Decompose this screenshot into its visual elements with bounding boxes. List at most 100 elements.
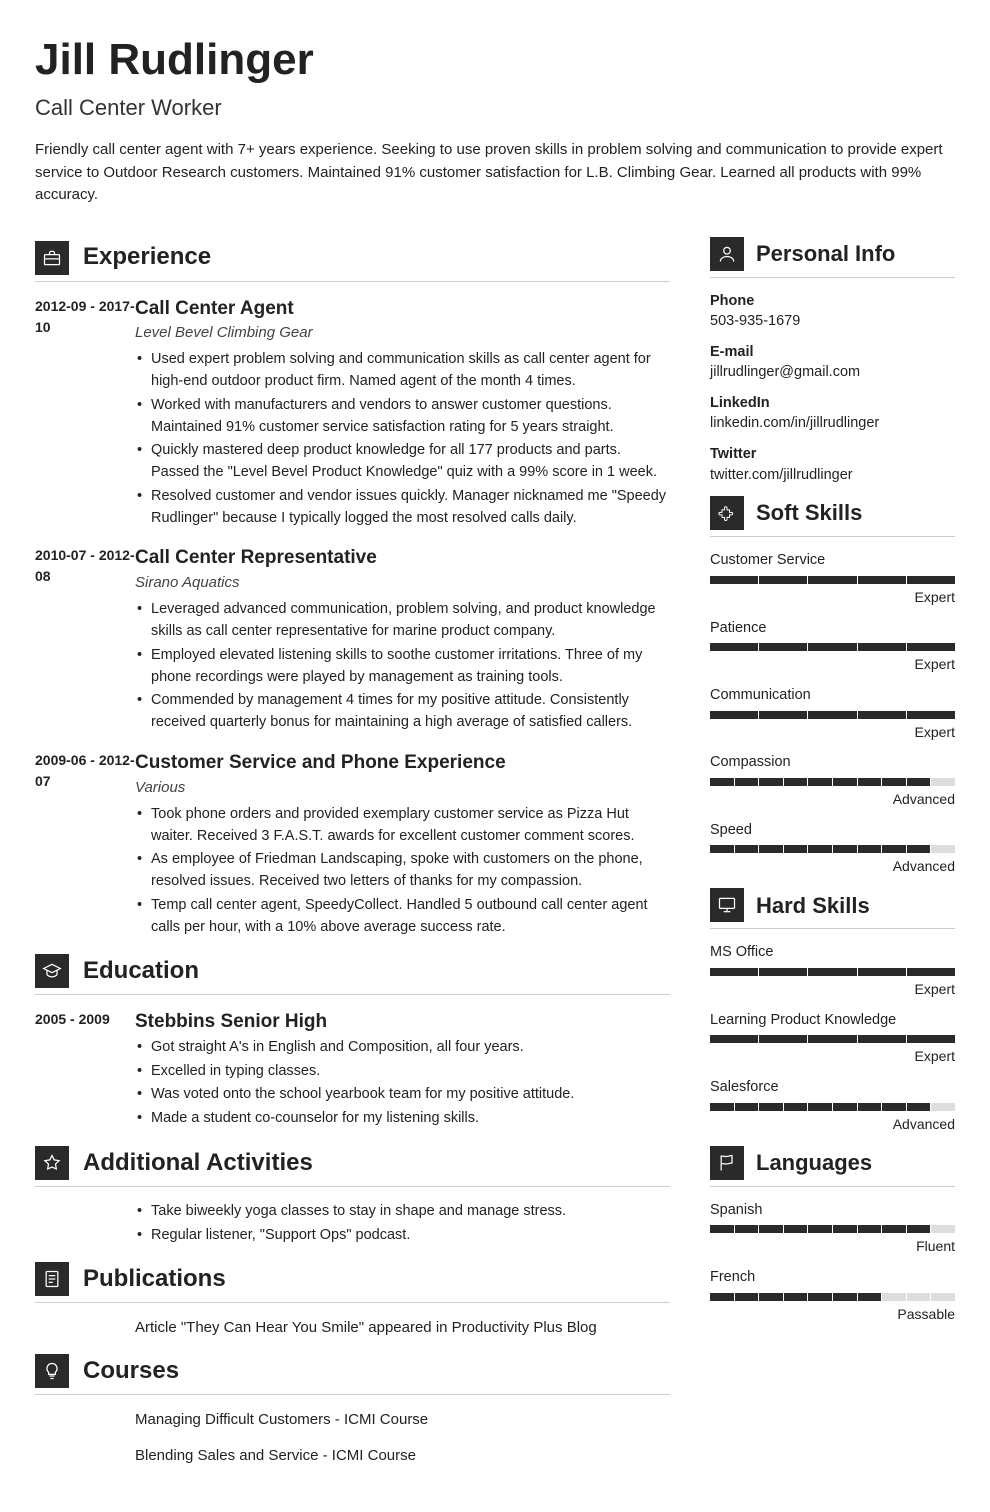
skill-name: MS Office [710, 943, 955, 963]
publications-text: Article "They Can Hear You Smile" appear… [135, 1317, 670, 1340]
bullet: Got straight A's in English and Composit… [135, 1037, 670, 1059]
skill-item: MS OfficeExpert [710, 943, 955, 998]
info-value: 503-935-1679 [710, 312, 955, 332]
section-rule [710, 536, 955, 537]
skill-name: French [710, 1268, 955, 1288]
section-rule [35, 1394, 670, 1395]
skill-item: Speed Advanced [710, 821, 955, 876]
course-item: Blending Sales and Service - ICMI Course [135, 1445, 670, 1468]
info-label: Phone [710, 292, 955, 312]
entry-subtitle: Sirano Aquatics [135, 573, 670, 593]
info-item: LinkedInlinkedin.com/in/jillrudlinger [710, 394, 955, 434]
bullet: Was voted onto the school yearbook team … [135, 1084, 670, 1106]
briefcase-icon [35, 241, 69, 275]
bullet: Commended by management 4 times for my p… [135, 690, 670, 734]
section-rule [710, 928, 955, 929]
skill-item: SalesforceAdvanced [710, 1078, 955, 1133]
section-title: Additional Activities [83, 1147, 313, 1179]
section-title: Education [83, 955, 199, 987]
section-head-education: Education [35, 954, 670, 988]
info-item: Phone503-935-1679 [710, 292, 955, 332]
skill-item: French Passable [710, 1268, 955, 1323]
entry-date: 2005 - 2009 [35, 1009, 135, 1132]
entry-subtitle: Level Bevel Climbing Gear [135, 323, 670, 343]
skill-name: Learning Product Knowledge [710, 1011, 955, 1031]
section-rule [35, 1186, 670, 1187]
skill-item: Customer ServiceExpert [710, 551, 955, 606]
bullet: Take biweekly yoga classes to stay in sh… [135, 1201, 670, 1223]
info-value: twitter.com/jillrudlinger [710, 466, 955, 486]
section-rule [710, 277, 955, 278]
section-head-soft: Soft Skills [710, 496, 955, 530]
skill-name: Communication [710, 686, 955, 706]
skill-item: Compassion Advanced [710, 753, 955, 808]
section-head-experience: Experience [35, 241, 670, 275]
person-icon [710, 237, 744, 271]
lightbulb-icon [35, 1354, 69, 1388]
section-head-activities: Additional Activities [35, 1146, 670, 1180]
info-label: LinkedIn [710, 394, 955, 414]
info-item: E-mailjillrudlinger@gmail.com [710, 343, 955, 383]
star-icon [35, 1146, 69, 1180]
entry: 2012-09 - 2017-10Call Center AgentLevel … [35, 296, 670, 532]
skill-level: Fluent [710, 1237, 955, 1256]
job-title: Call Center Worker [35, 93, 955, 123]
skill-level: Passable [710, 1305, 955, 1324]
section-head-hard: Hard Skills [710, 888, 955, 922]
skill-name: Patience [710, 619, 955, 639]
summary: Friendly call center agent with 7+ years… [35, 139, 955, 207]
skill-bar [710, 711, 955, 719]
skill-bar [710, 968, 955, 976]
skill-bar [710, 1225, 955, 1233]
section-title: Experience [83, 241, 211, 273]
skill-item: PatienceExpert [710, 619, 955, 674]
info-value: linkedin.com/in/jillrudlinger [710, 414, 955, 434]
bullet: Temp call center agent, SpeedyCollect. H… [135, 895, 670, 939]
skill-name: Compassion [710, 753, 955, 773]
section-rule [710, 1186, 955, 1187]
section-head-personal: Personal Info [710, 237, 955, 271]
skill-name: Customer Service [710, 551, 955, 571]
bullet: Used expert problem solving and communic… [135, 349, 670, 393]
right-column: Personal Info Phone503-935-1679 E-mailjil… [710, 229, 955, 1482]
section-title: Personal Info [756, 239, 895, 269]
skill-bar [710, 778, 955, 786]
skill-bar [710, 1293, 955, 1301]
bullet: Employed elevated listening skills to so… [135, 645, 670, 689]
skill-item: Learning Product Knowledge Expert [710, 1011, 955, 1066]
skill-level: Advanced [710, 790, 955, 809]
bullet: Quickly mastered deep product knowledge … [135, 440, 670, 484]
course-item: Managing Difficult Customers - ICMI Cour… [135, 1409, 670, 1432]
bullet: Leveraged advanced communication, proble… [135, 599, 670, 643]
bullet: As employee of Friedman Landscaping, spo… [135, 849, 670, 893]
bullet: Took phone orders and provided exemplary… [135, 804, 670, 848]
skill-item: SpanishFluent [710, 1201, 955, 1256]
skill-bar [710, 576, 955, 584]
puzzle-icon [710, 496, 744, 530]
bullet: Worked with manufacturers and vendors to… [135, 395, 670, 439]
document-icon [35, 1262, 69, 1296]
section-head-courses: Courses [35, 1354, 670, 1388]
entry-title: Call Center Agent [135, 296, 670, 322]
skill-bar [710, 1035, 955, 1043]
left-column: Experience 2012-09 - 2017-10Call Center … [35, 229, 670, 1482]
entry: 2010-07 - 2012-08Call Center Representat… [35, 545, 670, 735]
skill-level: Expert [710, 1047, 955, 1066]
skill-level: Advanced [710, 1115, 955, 1134]
info-item: Twittertwitter.com/jillrudlinger [710, 445, 955, 485]
info-label: Twitter [710, 445, 955, 465]
section-title: Publications [83, 1263, 226, 1295]
skill-level: Advanced [710, 857, 955, 876]
skill-level: Expert [710, 723, 955, 742]
entry-date: 2010-07 - 2012-08 [35, 545, 135, 735]
entry-subtitle: Various [135, 778, 670, 798]
flag-icon [710, 1146, 744, 1180]
skill-bar [710, 1103, 955, 1111]
graduation-icon [35, 954, 69, 988]
skill-name: Speed [710, 821, 955, 841]
skill-item: Communication Expert [710, 686, 955, 741]
entry: 2005 - 2009Stebbins Senior HighGot strai… [35, 1009, 670, 1132]
bullet: Made a student co-counselor for my liste… [135, 1108, 670, 1130]
section-title: Courses [83, 1355, 179, 1387]
section-title: Soft Skills [756, 498, 862, 528]
